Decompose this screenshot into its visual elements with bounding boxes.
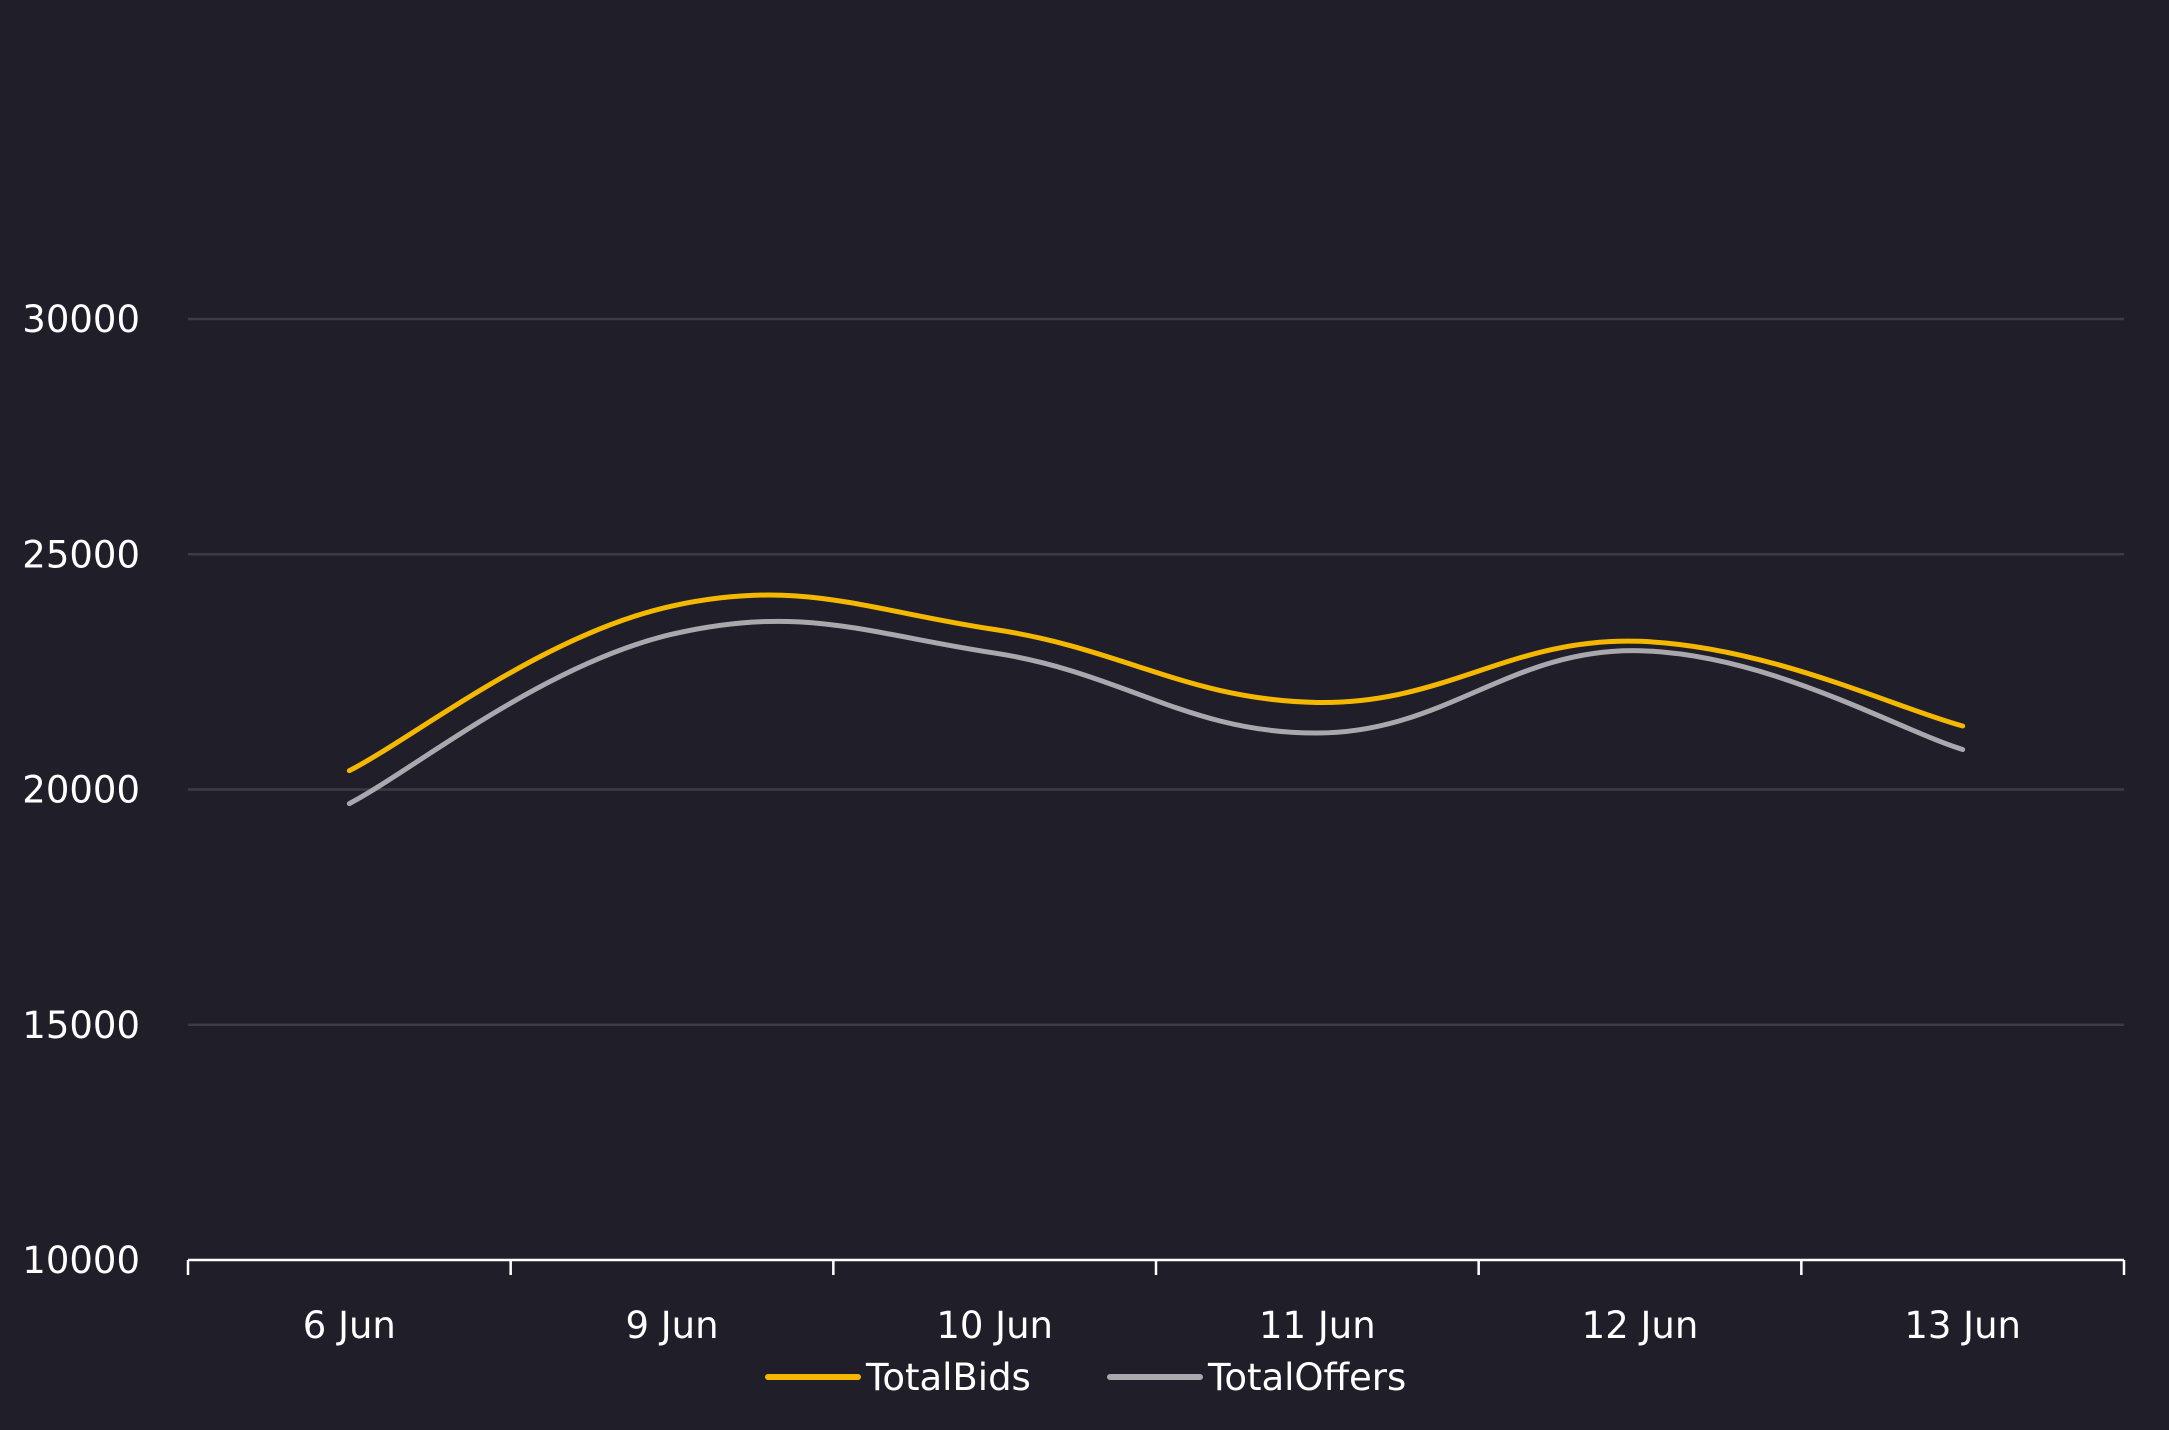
x-tick-label: 10 Jun [936,1304,1053,1347]
legend-label-totalbids: TotalBids [865,1356,1031,1399]
legend: TotalBids TotalOffers [765,1356,1406,1399]
x-tick-label: 12 Jun [1582,1304,1699,1347]
x-tick-label: 6 Jun [303,1304,396,1347]
x-tick-label: 11 Jun [1259,1304,1376,1347]
legend-label-totaloffers: TotalOffers [1207,1356,1406,1399]
series-line-totaloffers [346,618,1966,807]
y-tick-label: 10000 [22,1239,140,1282]
y-axis-ticks: 10000 15000 20000 25000 30000 [22,298,140,1282]
y-tick-label: 30000 [22,298,140,341]
y-tick-label: 15000 [22,1004,140,1047]
x-tick-label: 9 Jun [625,1304,718,1347]
x-axis: 6 Jun 9 Jun 10 Jun 11 Jun 12 Jun 13 Jun [186,1258,2126,1347]
series-line-totalbids [346,592,1966,774]
grid-lines [188,317,2124,1026]
series-group [346,592,1966,807]
y-tick-label: 25000 [22,533,140,576]
y-tick-label: 20000 [22,769,140,812]
x-tick-label: 13 Jun [1904,1304,2021,1347]
